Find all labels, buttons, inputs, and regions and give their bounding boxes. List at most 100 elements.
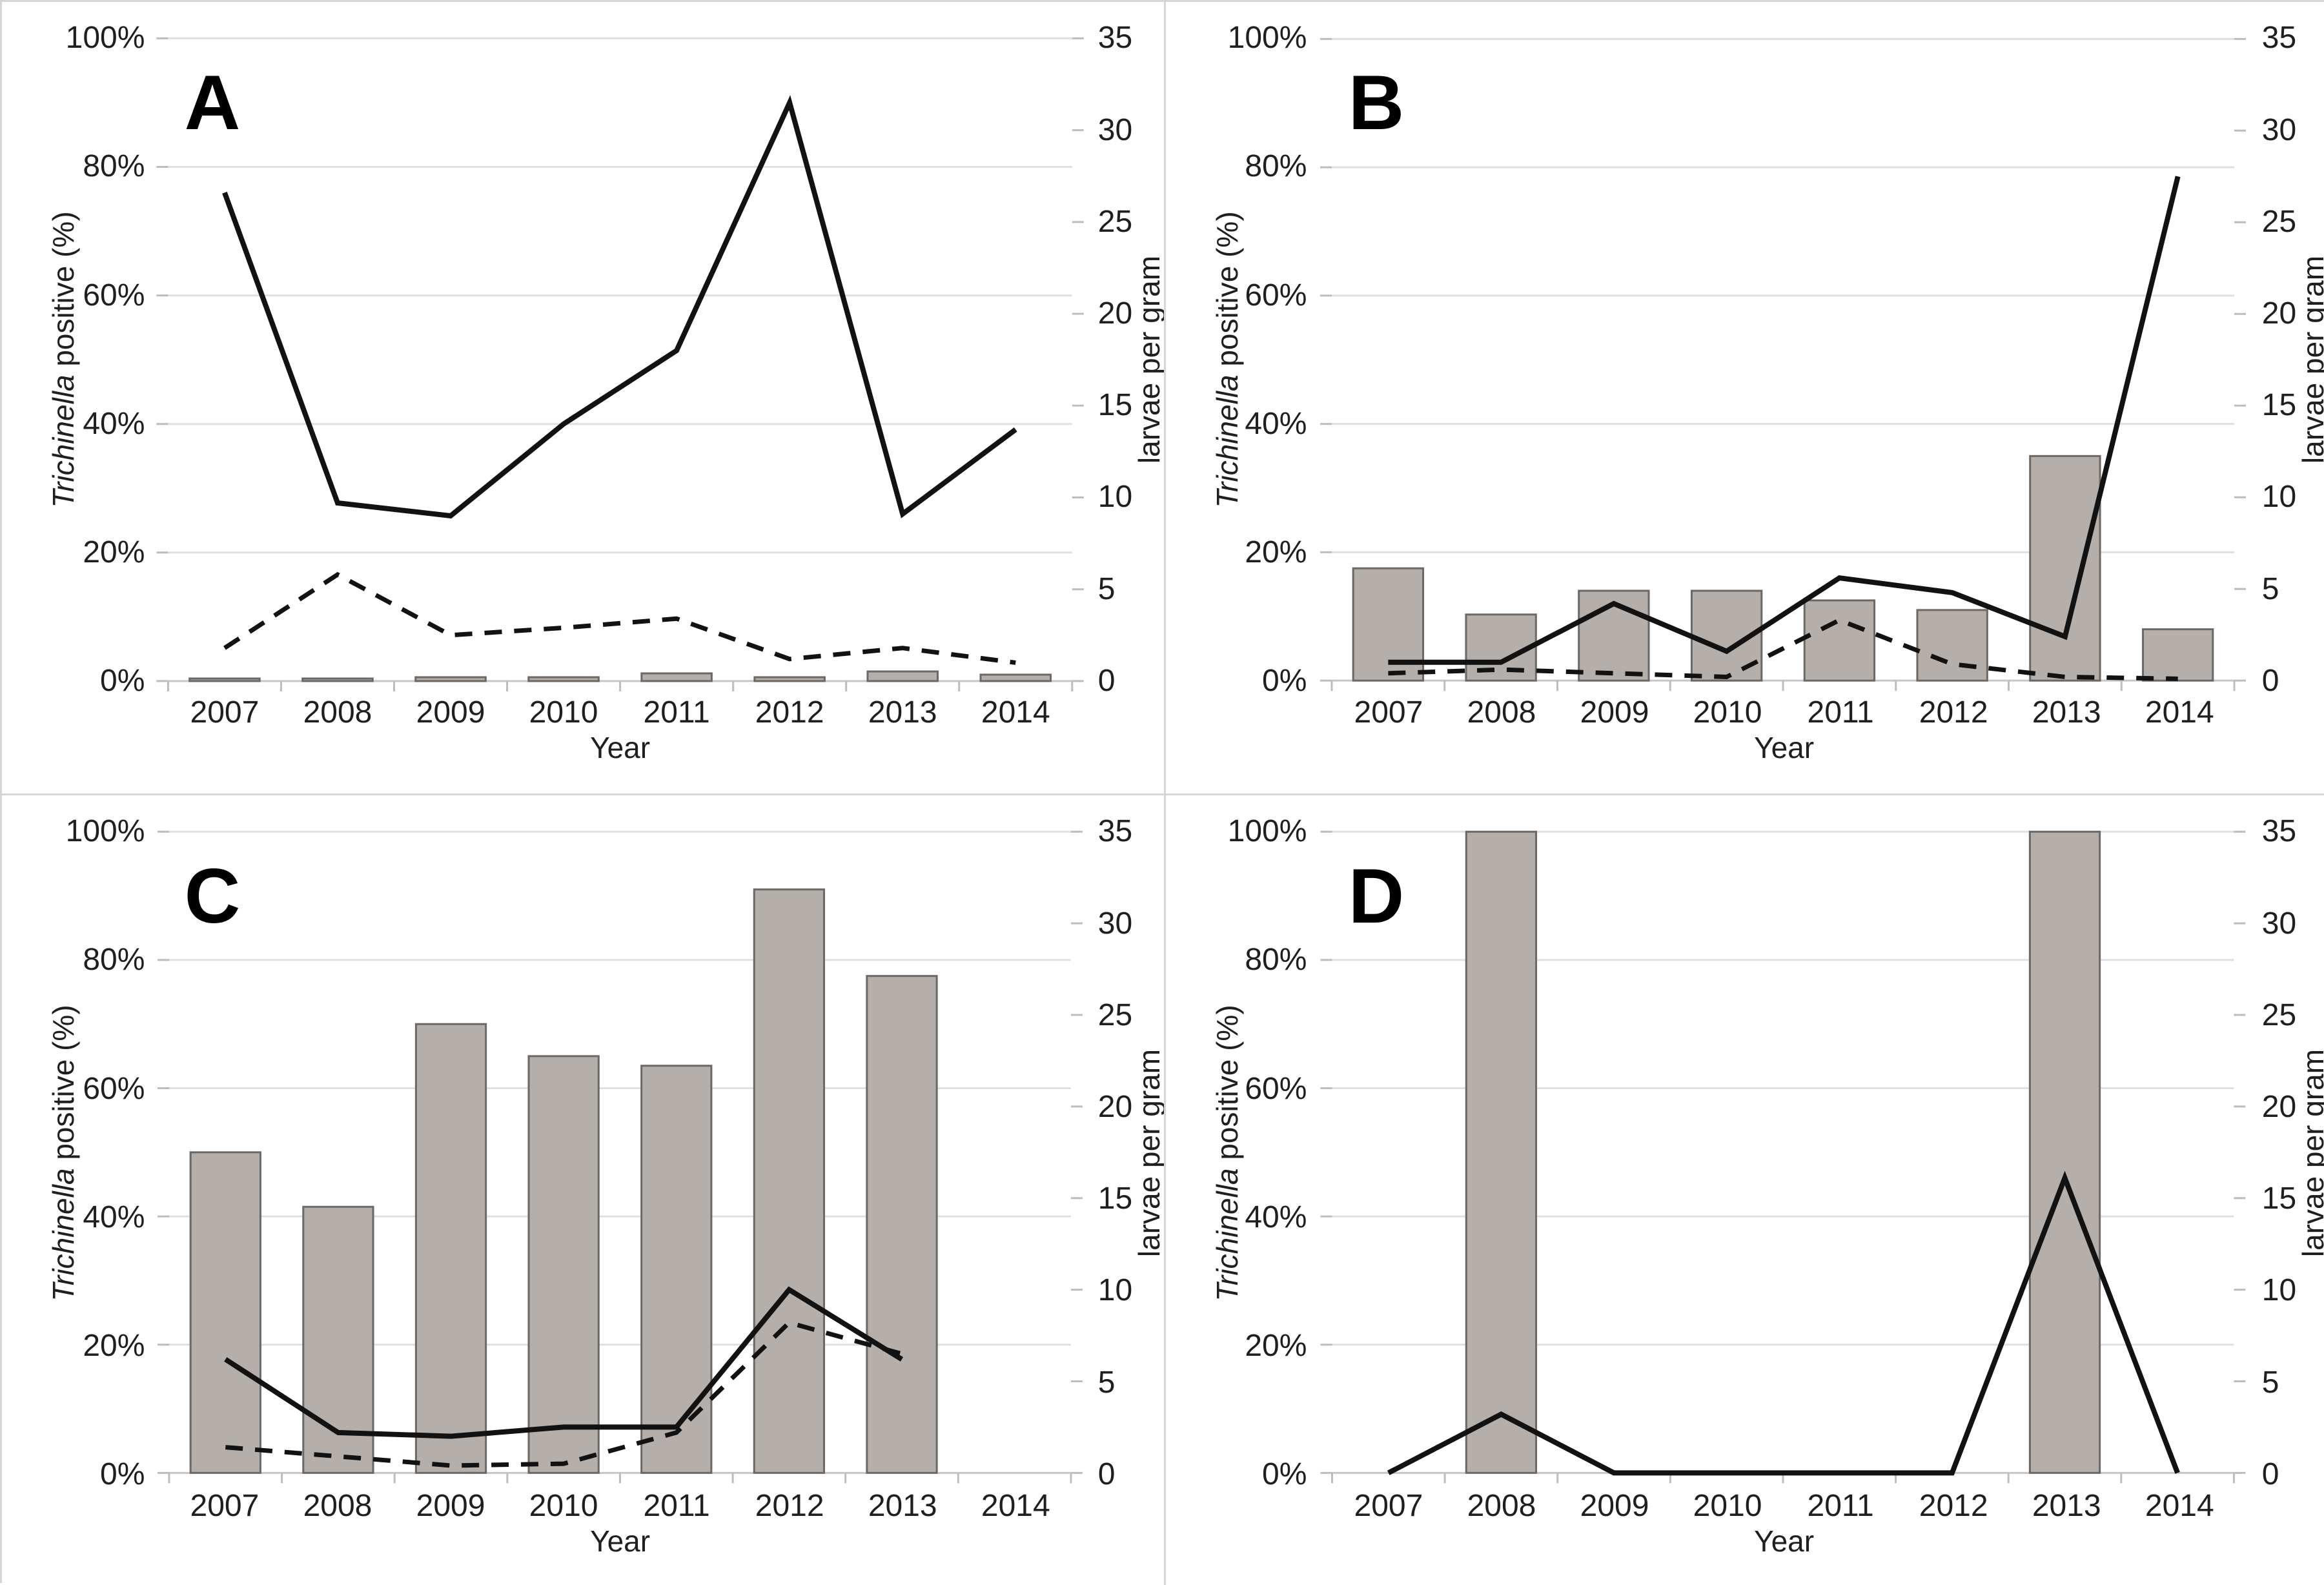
left-axis-tick-label: 100% (65, 21, 145, 56)
right-axis-tick-label: 15 (2261, 1181, 2297, 1216)
left-axis-title-italic: Trichinella (1210, 1168, 1245, 1302)
x-axis-year-label: 2013 (868, 695, 937, 730)
right-axis-tick-label: 5 (2261, 1365, 2279, 1400)
x-axis-year-label: 2010 (1693, 1488, 1762, 1523)
bar-2011 (1803, 599, 1876, 682)
solid-line (222, 95, 1017, 519)
x-axis-year-label: 2012 (1919, 695, 1988, 730)
x-axis-year-label: 2009 (1580, 1488, 1649, 1523)
panel-letter: B (1348, 59, 1405, 146)
right-axis-title: larvae per gram (1132, 256, 1164, 464)
bar-2008 (301, 677, 374, 682)
x-axis-year-label: 2008 (303, 695, 372, 730)
left-axis-tick-label: 40% (83, 406, 145, 441)
bar-2007 (189, 1151, 261, 1474)
left-axis-tick-label: 60% (83, 278, 145, 312)
x-axis-year-label: 2010 (1693, 695, 1762, 730)
left-axis-tick-label: 40% (1245, 1200, 1307, 1234)
panel-letter: C (184, 852, 241, 939)
right-axis-tick-label: 35 (2261, 21, 2297, 56)
right-axis-tick-label: 20 (2261, 1090, 2297, 1125)
right-axis-tick-label: 35 (2261, 814, 2297, 849)
bar-2009 (414, 1023, 487, 1474)
x-axis-year-label: 2007 (1354, 695, 1423, 730)
right-axis-tick-label: 15 (2261, 388, 2297, 423)
right-axis-tick-label: 10 (2261, 480, 2297, 515)
right-axis-tick-label: 5 (1097, 571, 1116, 606)
left-axis-tick-label: 20% (1245, 535, 1307, 569)
panel-a: A Trichinella positive (%) larvae per gr… (2, 2, 1164, 793)
right-axis-tick-label: 25 (1097, 997, 1133, 1032)
x-axis-title: Year (1754, 730, 1815, 764)
left-axis-title: Trichinella positive (%) (1210, 1005, 1245, 1302)
left-axis-tick-label: 60% (1245, 278, 1307, 312)
right-axis-tick-label: 25 (2261, 204, 2297, 239)
x-axis-year-label: 2010 (529, 695, 598, 730)
x-axis-year-label: 2009 (416, 1488, 485, 1523)
bar-2011 (640, 1065, 713, 1474)
solid-line (1388, 176, 2181, 665)
x-axis-year-label: 2014 (2145, 695, 2214, 730)
panel-plot-canvas (156, 37, 1084, 691)
bar-2013 (866, 975, 938, 1474)
x-axis-year-label: 2011 (643, 1488, 710, 1523)
panel-letter: A (184, 59, 241, 146)
right-axis-tick-label: 20 (1097, 296, 1133, 331)
bar-2010 (527, 676, 600, 682)
bar-2014 (2141, 628, 2214, 682)
left-axis-tick-label: 60% (83, 1071, 145, 1106)
left-axis-tick-label: 100% (1227, 814, 1307, 849)
bar-2012 (753, 676, 826, 682)
x-axis-year-label: 2013 (2032, 1488, 2101, 1523)
left-axis-tick-label: 80% (1245, 149, 1307, 184)
bar-2014 (979, 673, 1052, 682)
x-axis-year-label: 2008 (303, 1488, 372, 1523)
left-axis-tick-label: 0% (1262, 663, 1307, 698)
right-axis-tick-label: 15 (1097, 1181, 1133, 1216)
x-axis-year-label: 2008 (1467, 695, 1536, 730)
x-axis-year-label: 2007 (1354, 1488, 1423, 1523)
dashed-line (1388, 617, 2178, 681)
left-axis-tick-label: 20% (83, 535, 145, 569)
left-axis-tick-label: 80% (1245, 943, 1307, 977)
left-axis-tick-label: 20% (83, 1328, 145, 1363)
left-axis-tick-label: 40% (83, 1200, 145, 1234)
right-axis-tick-label: 30 (1097, 906, 1133, 941)
bar-2008 (1465, 830, 1538, 1474)
right-axis-tick-label: 25 (2261, 997, 2297, 1032)
x-axis-year-label: 2012 (755, 1488, 824, 1523)
bar-2012 (753, 888, 826, 1474)
x-axis-year-label: 2011 (643, 695, 710, 730)
x-axis-year-label: 2011 (1807, 695, 1874, 730)
right-axis-tick-label: 0 (2261, 1457, 2279, 1491)
x-axis-title: Year (1754, 1524, 1815, 1558)
right-axis-title: larvae per gram (2296, 256, 2324, 464)
x-axis-year-label: 2007 (190, 695, 260, 730)
panel-b: B Trichinella positive (%) larvae per gr… (1164, 2, 2324, 793)
x-axis-year-label: 2008 (1467, 1488, 1536, 1523)
bar-2007 (189, 677, 261, 682)
dashed-line (225, 1320, 902, 1468)
right-axis-tick-label: 0 (1097, 663, 1116, 698)
x-axis-year-label: 2009 (1580, 695, 1649, 730)
left-axis-title-rest: positive (%) (1210, 1005, 1245, 1169)
right-axis-tick-label: 30 (1097, 112, 1133, 147)
right-axis-tick-label: 10 (1097, 480, 1133, 515)
x-axis-year-label: 2010 (529, 1488, 598, 1523)
left-axis-title-rest: positive (%) (46, 211, 81, 375)
right-axis-tick-label: 0 (1097, 1457, 1116, 1491)
right-axis-tick-label: 20 (1097, 1090, 1133, 1125)
x-axis-year-label: 2014 (2145, 1488, 2214, 1523)
right-axis-tick-label: 15 (1097, 388, 1133, 423)
left-axis-tick-label: 100% (65, 814, 145, 849)
left-axis-tick-label: 80% (83, 943, 145, 977)
panel-letter: D (1348, 852, 1405, 939)
x-axis-year-label: 2012 (755, 695, 824, 730)
panel-c: C Trichinella positive (%) larvae per gr… (2, 793, 1164, 1585)
right-axis-tick-label: 10 (1097, 1273, 1133, 1308)
panel-plot-canvas (1320, 37, 2247, 691)
right-axis-tick-label: 35 (1097, 814, 1133, 849)
left-axis-tick-label: 100% (1227, 21, 1307, 56)
right-axis-tick-label: 10 (2261, 1273, 2297, 1308)
